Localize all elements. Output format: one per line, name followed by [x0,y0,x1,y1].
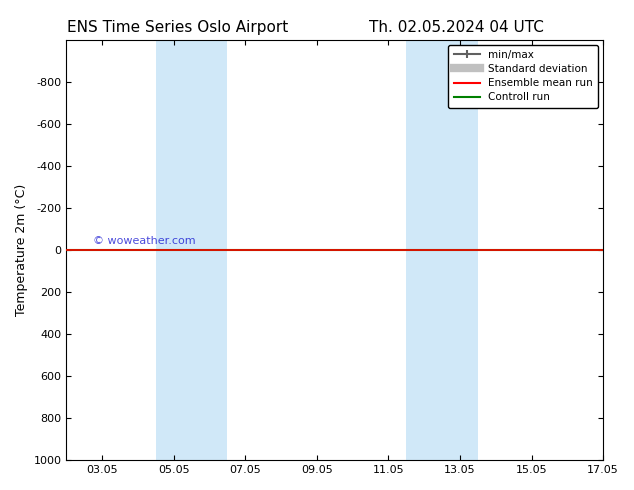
Y-axis label: Temperature 2m (°C): Temperature 2m (°C) [15,184,28,316]
Legend: min/max, Standard deviation, Ensemble mean run, Controll run: min/max, Standard deviation, Ensemble me… [448,45,598,108]
Text: Th. 02.05.2024 04 UTC: Th. 02.05.2024 04 UTC [369,20,544,35]
Text: © woweather.com: © woweather.com [93,236,196,246]
Bar [406,40,478,460]
Text: ENS Time Series Oslo Airport: ENS Time Series Oslo Airport [67,20,288,35]
Bar [156,40,228,460]
